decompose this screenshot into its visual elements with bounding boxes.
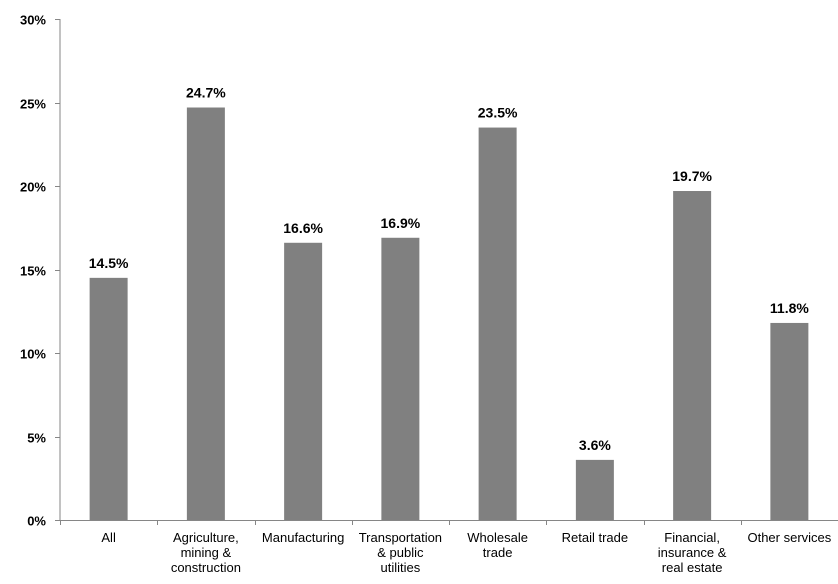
bar xyxy=(673,191,712,520)
x-category-label-line: Financial, xyxy=(664,530,720,545)
x-axis: All Agriculture, mining & construction Manuf… xyxy=(60,520,838,575)
data-label: 14.5% xyxy=(89,255,129,271)
y-tick-label: 10% xyxy=(20,347,46,362)
bars: 14.5% 24.7% 16.6% 16.9% 23.5% 3.6% 19.7% 11.8% xyxy=(89,85,809,521)
data-label: 19.7% xyxy=(672,168,712,184)
data-label: 23.5% xyxy=(478,105,518,121)
data-label: 16.6% xyxy=(283,220,323,236)
x-category-label-line: Other services xyxy=(747,530,831,545)
bar xyxy=(89,277,128,520)
data-label: 11.8% xyxy=(770,300,809,316)
x-category-label-line: Retail trade xyxy=(562,530,628,545)
x-category-label-line: real estate xyxy=(662,560,723,575)
bar xyxy=(770,322,809,520)
x-category-label: Retail trade xyxy=(562,530,628,545)
data-label: 24.7% xyxy=(186,85,226,101)
data-label: 16.9% xyxy=(381,215,421,231)
data-label: 3.6% xyxy=(579,437,611,453)
x-category-label: Wholesale trade xyxy=(467,530,528,560)
y-tick-label: 20% xyxy=(20,180,46,195)
y-axis: 0% 5% 10% 15% 20% 25% 30% xyxy=(20,13,61,529)
bar xyxy=(381,237,420,520)
y-tick-label: 30% xyxy=(20,13,46,28)
x-category-label: Transportation & public utilities xyxy=(359,530,442,575)
bar xyxy=(575,459,614,520)
bar xyxy=(186,107,225,520)
x-category-label-line: trade xyxy=(483,545,513,560)
x-category-label-line: Transportation xyxy=(359,530,442,545)
y-tick-label: 15% xyxy=(20,264,46,279)
x-category-label-line: mining & xyxy=(181,545,232,560)
x-category-label: All xyxy=(101,530,116,545)
x-category-label-line: utilities xyxy=(381,560,421,575)
x-category-label-line: Agriculture, xyxy=(173,530,239,545)
bar xyxy=(478,127,517,521)
x-category-label-line: Manufacturing xyxy=(262,530,344,545)
x-category-label: Agriculture, mining & construction xyxy=(171,530,241,575)
x-category-label: Manufacturing xyxy=(262,530,344,545)
x-category-label-line: insurance & xyxy=(658,545,727,560)
y-tick-label: 5% xyxy=(27,431,46,446)
x-category-label-line: All xyxy=(101,530,116,545)
y-tick-label: 25% xyxy=(20,97,46,112)
x-category-label: Other services xyxy=(747,530,831,545)
x-category-label-line: Wholesale xyxy=(467,530,528,545)
x-category-label-line: & public xyxy=(377,545,424,560)
x-category-label: Financial, insurance & real estate xyxy=(658,530,727,575)
y-tick-label: 0% xyxy=(27,514,46,529)
bar xyxy=(284,242,323,520)
x-category-label-line: construction xyxy=(171,560,241,575)
